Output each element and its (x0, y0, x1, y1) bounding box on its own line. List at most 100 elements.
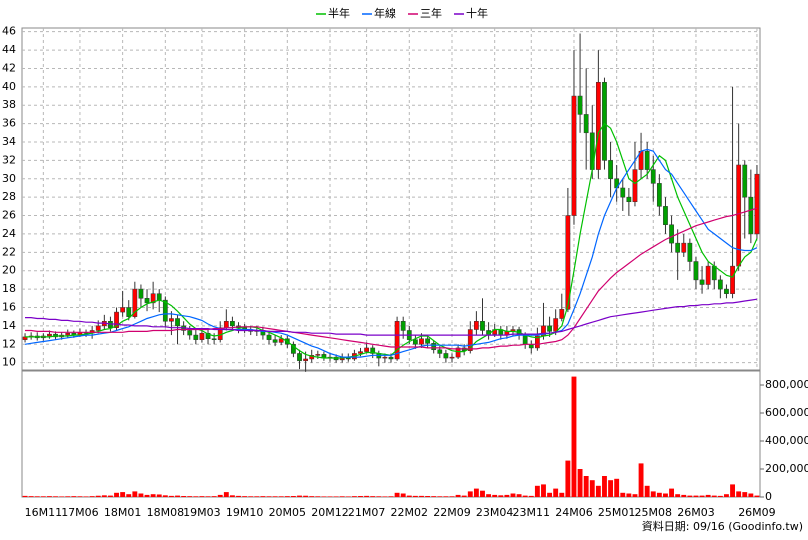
volume-bar (364, 495, 370, 497)
y2-tick-label: 200,000 (765, 462, 808, 475)
volume-bar (303, 495, 309, 497)
x-tick-label: 20M05 (269, 506, 307, 519)
volume-bar (681, 494, 687, 497)
candle-body (583, 114, 589, 134)
candle-body (663, 206, 668, 225)
candle-body (449, 356, 455, 359)
volume-bar (89, 496, 95, 497)
y-tick-label: 36 (2, 117, 16, 130)
candle-body (669, 224, 674, 244)
volume-bar (516, 494, 522, 497)
y-tick-label: 32 (2, 153, 16, 166)
volume-bar (602, 476, 607, 497)
candle-body (675, 242, 681, 253)
volume-bar (626, 493, 632, 497)
volume-bar (656, 492, 662, 497)
candle-body (156, 293, 162, 301)
volume-bar (437, 496, 443, 497)
legend-label: 年線 (374, 6, 396, 20)
candle-body (748, 196, 754, 235)
candle-body (169, 318, 174, 322)
candle-body (656, 183, 662, 207)
volume-bar (620, 492, 626, 497)
y-tick-label: 12 (2, 337, 16, 350)
volume-bar (95, 495, 101, 497)
volume-bar (53, 496, 58, 497)
volume-bar (34, 496, 40, 497)
candle-body (315, 354, 321, 356)
candle-body (467, 329, 473, 351)
candle-body (681, 242, 687, 253)
candle-body (364, 347, 369, 352)
volume-bar (327, 496, 333, 497)
candle-body (687, 242, 693, 262)
x-tick-label: 20M12 (311, 506, 349, 519)
candle-body (577, 95, 583, 115)
x-tick-label: 21M07 (348, 506, 386, 519)
volume-bar (382, 496, 388, 497)
volume-bar (315, 496, 321, 497)
y2-tick-label: 0 (765, 490, 772, 503)
volume-bar (736, 491, 742, 497)
candle-body (144, 298, 150, 304)
volume-bar (388, 496, 394, 497)
candle-body (626, 196, 632, 203)
x-tick-label: 25M01 (598, 506, 636, 519)
candle-body (291, 344, 296, 354)
volume-bar (284, 496, 290, 497)
volume-bar (547, 492, 553, 497)
candle-body (443, 353, 449, 359)
x-tick-label: 22M09 (433, 506, 471, 519)
y-tick-label: 40 (2, 80, 16, 93)
candle-body (711, 265, 717, 281)
x-tick-label: 19M03 (183, 506, 221, 519)
y-tick-label: 24 (2, 227, 16, 240)
y-tick-label: 42 (2, 61, 16, 74)
volume-bar (345, 496, 351, 497)
volume-bar (632, 494, 638, 497)
candle-body (644, 150, 650, 170)
y-tick-label: 38 (2, 98, 16, 111)
ma-line (25, 207, 758, 350)
volume-bar (571, 376, 577, 497)
candle-body (413, 339, 418, 345)
candle-body (297, 353, 302, 362)
volume-bar (724, 494, 729, 497)
candle-body (126, 307, 132, 317)
volume-bar (467, 491, 473, 497)
volume-bar (126, 494, 132, 497)
volume-bar (650, 491, 656, 497)
volume-bar (162, 495, 168, 497)
volume-bar (669, 488, 675, 497)
candle-body (693, 261, 699, 281)
volume-bar (351, 496, 357, 497)
volume-bar (211, 496, 217, 497)
volume-bar (644, 485, 650, 497)
volume-bar (675, 494, 681, 497)
candle-body (742, 164, 748, 198)
candle-body (705, 265, 711, 285)
y-tick-label: 44 (2, 43, 16, 56)
candle-body (303, 358, 308, 362)
volume-bar (504, 494, 510, 497)
candle-body (150, 293, 156, 304)
volume-bar (47, 496, 52, 497)
volume-bar (83, 496, 89, 497)
x-tick-label: 18M08 (147, 506, 185, 519)
candle-body (132, 288, 138, 317)
x-tick-label: 22M02 (391, 506, 429, 519)
candle-body (431, 343, 437, 351)
candle-body (602, 81, 607, 161)
volume-bar (394, 492, 400, 497)
volume-bar (528, 495, 534, 497)
x-tick-label: 16M11 (25, 506, 63, 519)
candle-body (565, 215, 571, 310)
volume-bar (480, 490, 485, 497)
candle-body (266, 334, 272, 340)
volume-bar (553, 488, 559, 497)
candle-body (522, 334, 528, 345)
candle-body (394, 321, 400, 360)
volume-bar (132, 491, 138, 497)
candle-body (730, 265, 735, 294)
